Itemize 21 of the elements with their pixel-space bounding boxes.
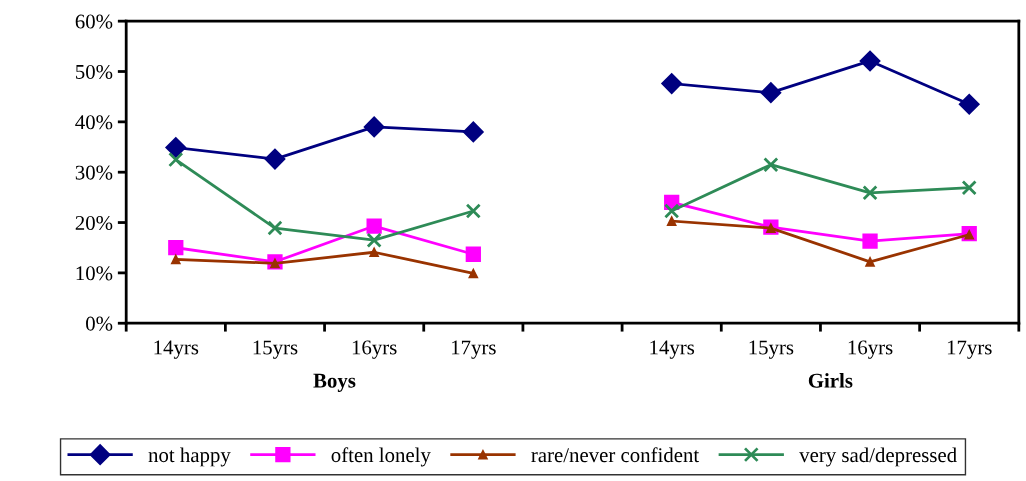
y-tick-label: 30% — [75, 165, 113, 180]
y-tick-label: 0% — [86, 316, 113, 331]
x-tick-label: 16yrs — [352, 340, 397, 359]
y-tick-label: 60% — [75, 14, 113, 29]
x-tick-label: 15yrs — [749, 340, 794, 359]
x-tick-label: 14yrs — [154, 340, 199, 359]
x-tick-label: 15yrs — [253, 340, 298, 359]
x-tick-label: 16yrs — [848, 340, 893, 359]
x-tick-label: 17yrs — [452, 340, 496, 359]
y-tick-label: 10% — [76, 266, 113, 281]
y-tick-label: 50% — [76, 64, 113, 80]
y-tick-label: 40% — [75, 115, 113, 130]
text: Boys — [313, 373, 356, 392]
y-tick-label: 20% — [75, 215, 113, 231]
legend-label: not happy — [148, 447, 231, 467]
legend-label: very sad/depressed — [799, 447, 957, 467]
legend-label: often lonely — [331, 447, 431, 467]
x-tick-label: 14yrs — [650, 340, 695, 359]
text: Girls — [808, 373, 853, 388]
legend-label: rare/never confident — [531, 447, 700, 463]
x-tick-label: 17yrs — [947, 340, 992, 359]
